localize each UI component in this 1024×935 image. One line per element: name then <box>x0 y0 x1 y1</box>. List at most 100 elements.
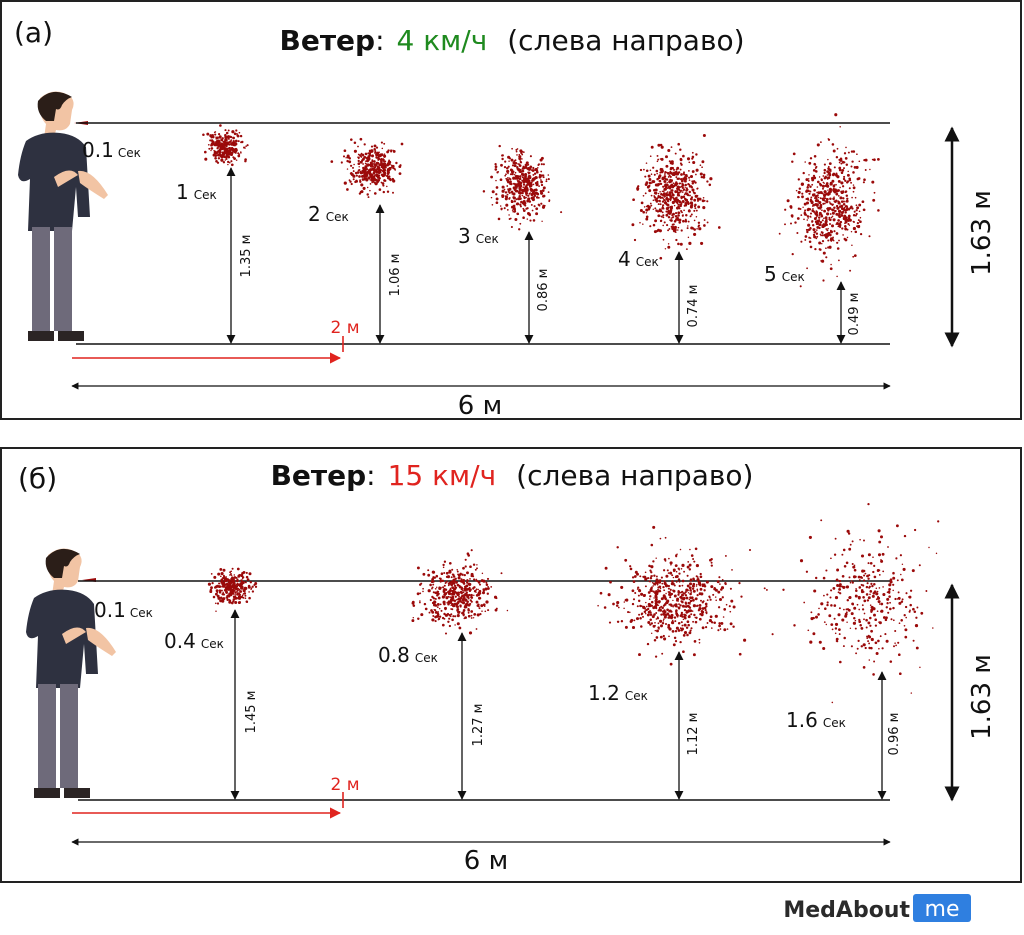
droplet <box>851 581 854 584</box>
droplet <box>692 558 695 560</box>
droplet <box>662 612 666 616</box>
droplet <box>675 218 678 221</box>
droplet <box>854 619 857 622</box>
droplet <box>839 226 842 229</box>
droplet <box>825 247 827 250</box>
droplet <box>877 158 880 161</box>
droplet <box>675 200 679 204</box>
droplet <box>214 602 217 605</box>
droplet <box>497 217 501 221</box>
droplet <box>238 595 240 598</box>
droplet <box>383 154 387 158</box>
droplet <box>657 588 659 591</box>
droplet <box>829 229 832 232</box>
droplet <box>674 170 678 174</box>
droplet <box>703 606 707 610</box>
droplet <box>514 185 518 189</box>
droplet <box>506 196 509 199</box>
droplet <box>386 177 390 180</box>
droplet <box>809 640 813 644</box>
droplet <box>440 572 444 575</box>
droplet <box>898 672 902 676</box>
panel-a-wind-value: 4 км/ч <box>397 24 488 57</box>
droplet <box>690 213 693 216</box>
droplet <box>663 173 666 175</box>
droplet <box>630 618 634 622</box>
person-b-illustration <box>26 548 116 798</box>
droplet <box>219 567 223 571</box>
droplet <box>436 612 440 616</box>
droplet <box>834 622 839 626</box>
droplet <box>478 583 482 586</box>
droplet <box>680 195 684 199</box>
droplet <box>470 617 473 619</box>
droplet <box>507 188 509 191</box>
droplet <box>521 179 524 182</box>
droplet <box>659 256 663 260</box>
droplet <box>443 584 446 587</box>
droplet <box>852 186 856 190</box>
droplet <box>862 208 866 212</box>
droplet <box>470 610 474 613</box>
droplet <box>508 214 510 216</box>
droplet <box>342 155 346 158</box>
droplet <box>518 194 521 198</box>
droplet <box>832 239 835 242</box>
droplet <box>507 155 511 159</box>
droplet <box>224 129 227 132</box>
droplet <box>897 641 900 644</box>
droplet <box>369 152 372 155</box>
droplet <box>841 553 844 556</box>
droplet <box>841 227 844 230</box>
droplet <box>652 208 655 211</box>
droplet <box>530 169 532 171</box>
droplet <box>683 613 686 616</box>
droplet <box>865 626 868 629</box>
droplet <box>877 529 881 533</box>
droplet <box>210 586 213 590</box>
droplet <box>450 576 453 579</box>
droplet <box>820 519 823 522</box>
droplet <box>789 222 793 225</box>
droplet <box>677 229 679 231</box>
droplet <box>235 129 238 132</box>
droplet <box>843 175 846 178</box>
droplet <box>914 624 919 628</box>
droplet <box>799 285 802 288</box>
droplet <box>667 172 670 175</box>
droplet <box>821 234 824 237</box>
droplet <box>817 216 821 219</box>
droplet <box>370 145 374 148</box>
droplet <box>684 219 688 223</box>
droplet <box>687 605 691 609</box>
droplet <box>829 202 832 205</box>
droplet <box>805 198 808 200</box>
droplet <box>821 224 824 227</box>
droplet <box>836 241 839 244</box>
droplet <box>346 168 349 170</box>
droplet <box>542 204 545 207</box>
droplet <box>529 192 531 194</box>
droplet <box>681 211 683 214</box>
droplet <box>715 599 717 602</box>
droplet <box>434 615 437 619</box>
droplet <box>684 218 687 221</box>
brand-suffix: me <box>925 897 960 922</box>
droplet <box>434 610 438 614</box>
droplet <box>650 571 653 574</box>
droplet <box>834 627 838 630</box>
droplet <box>378 188 382 191</box>
droplet <box>680 611 684 615</box>
droplet <box>468 589 472 593</box>
droplet <box>645 215 649 219</box>
droplet <box>616 620 620 624</box>
droplet <box>369 161 373 165</box>
droplet <box>459 590 463 594</box>
droplet <box>863 618 865 621</box>
droplet <box>454 586 457 589</box>
droplet <box>451 568 454 571</box>
droplet <box>880 602 884 606</box>
droplet <box>835 578 839 582</box>
droplet <box>871 584 874 588</box>
droplet <box>821 239 825 243</box>
